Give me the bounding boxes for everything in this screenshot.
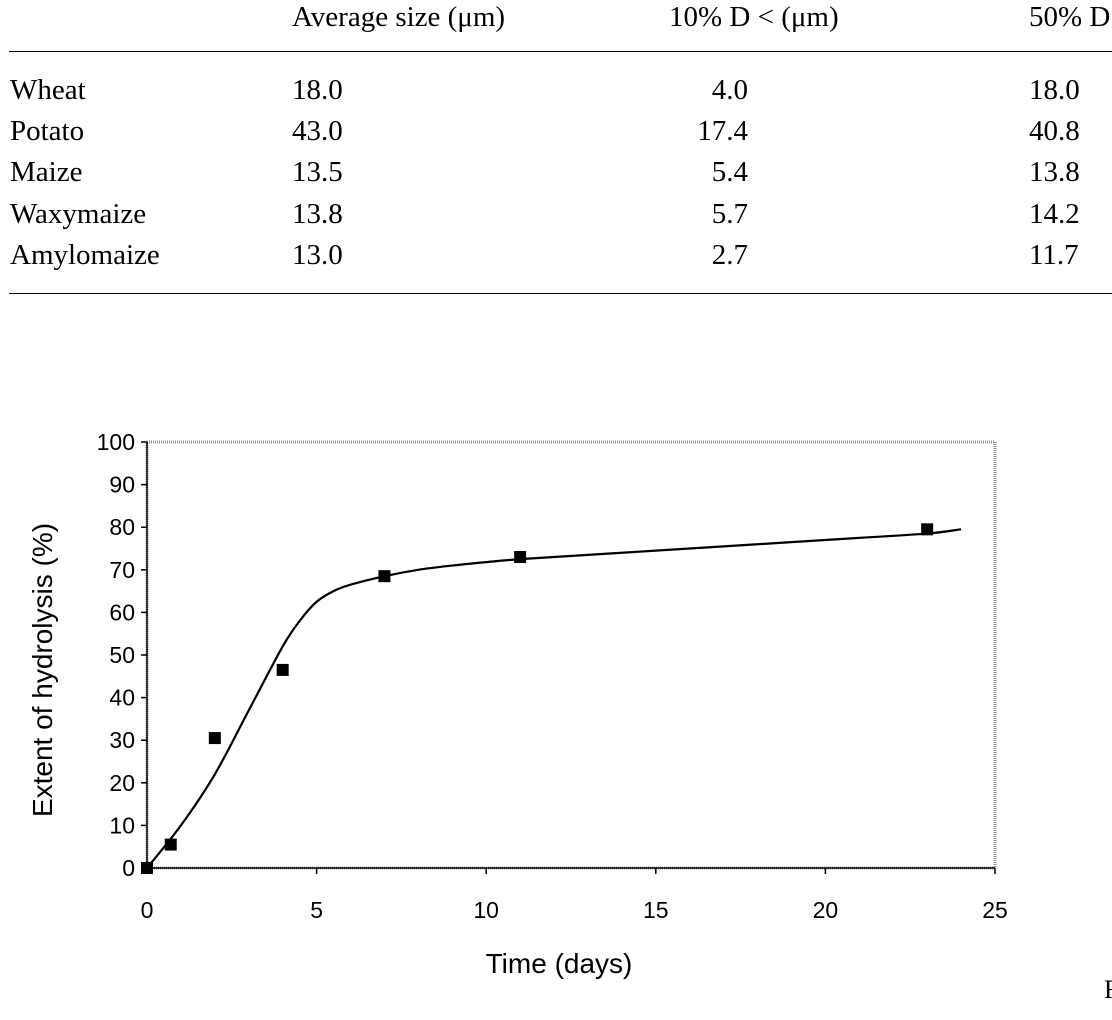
table-header-ten-percent-d: 10% D < (μm)	[669, 1, 839, 33]
data-point-marker	[378, 570, 391, 583]
x-tick-label: 25	[982, 897, 1008, 923]
table-cell-ten-percent-d: 4.0	[711, 74, 748, 106]
y-tick-label: 60	[109, 599, 135, 625]
table-cell-starch-name: Potato	[10, 115, 85, 147]
y-tick-label: 70	[109, 557, 135, 583]
table-cell-ten-percent-d: 5.7	[711, 198, 748, 230]
table-cell-ten-percent-d: 17.4	[697, 115, 748, 147]
table-cell-starch-name: Amylomaize	[10, 239, 160, 271]
table-cell-ten-percent-d: 5.4	[711, 156, 748, 188]
x-axis-label: Time (days)	[486, 948, 633, 979]
granule-size-table: Average size (μm) 10% D < (μm) 50% D Wheat 1…	[0, 0, 1112, 300]
data-point-marker	[921, 523, 934, 536]
y-tick-label: 90	[109, 472, 135, 498]
y-tick-label: 40	[109, 685, 135, 711]
table-cell-average-size: 43.0	[292, 115, 343, 147]
y-tick-label: 20	[109, 770, 135, 796]
table-bottom-rule	[9, 293, 1112, 294]
table-cell-starch-name: Maize	[10, 156, 83, 188]
y-tick-label: 80	[109, 514, 135, 540]
table-header-fifty-percent-d: 50% D	[1029, 1, 1111, 33]
table-top-rule	[9, 51, 1112, 52]
x-tick-label: 0	[141, 897, 154, 923]
hydrolysis-chart: 0 10 20 30 40 50 60 70 80 90 100 0 5 10 15 20 25 Time (da…	[27, 429, 1008, 979]
y-axis-label: Extent of hydrolysis (%)	[27, 523, 58, 817]
table-cell-starch-name: Wheat	[10, 74, 86, 106]
data-point-marker	[276, 663, 289, 676]
table-cell-fifty-percent-d: 14.2	[1029, 198, 1080, 230]
table-cell-average-size: 18.0	[292, 74, 343, 106]
table-cell-fifty-percent-d: 40.8	[1029, 115, 1080, 147]
table-cell-fifty-percent-d: 11.7	[1029, 239, 1079, 271]
figure-caption-fragment: F	[1104, 975, 1112, 1004]
table-cell-average-size: 13.0	[292, 239, 343, 271]
y-tick-label: 50	[109, 642, 135, 668]
y-tick-label: 0	[122, 855, 135, 881]
x-tick-label: 15	[643, 897, 669, 923]
x-tick-label: 20	[813, 897, 839, 923]
y-tick-label: 100	[97, 429, 135, 455]
data-point-marker	[208, 732, 221, 745]
table-cell-average-size: 13.5	[292, 156, 343, 188]
fitted-curve-line	[146, 528, 962, 869]
table-cell-starch-name: Waxymaize	[10, 198, 147, 230]
x-tick-label: 10	[473, 897, 499, 923]
table-cell-fifty-percent-d: 18.0	[1029, 74, 1080, 106]
plot-area-border	[145, 440, 997, 870]
table-header-average-size: Average size (μm)	[292, 1, 506, 33]
data-point-marker	[514, 551, 527, 564]
data-point-marker	[141, 862, 153, 874]
y-tick-label: 10	[109, 812, 135, 838]
y-tick-label: 30	[109, 727, 135, 753]
table-cell-fifty-percent-d: 13.8	[1029, 156, 1080, 188]
x-tick-label: 5	[310, 897, 323, 923]
table-cell-ten-percent-d: 2.7	[711, 239, 748, 271]
table-cell-average-size: 13.8	[292, 198, 343, 230]
data-point-marker	[164, 838, 177, 851]
